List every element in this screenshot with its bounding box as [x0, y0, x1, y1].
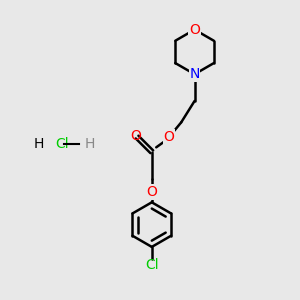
Text: O: O [164, 130, 175, 144]
Text: O: O [189, 22, 200, 37]
Text: O: O [130, 129, 141, 142]
Text: Cl: Cl [145, 258, 159, 272]
Text: O: O [146, 185, 157, 199]
Text: Cl: Cl [55, 137, 68, 151]
Text: N: N [189, 67, 200, 81]
Text: H: H [85, 137, 95, 151]
Text: H: H [34, 137, 44, 151]
